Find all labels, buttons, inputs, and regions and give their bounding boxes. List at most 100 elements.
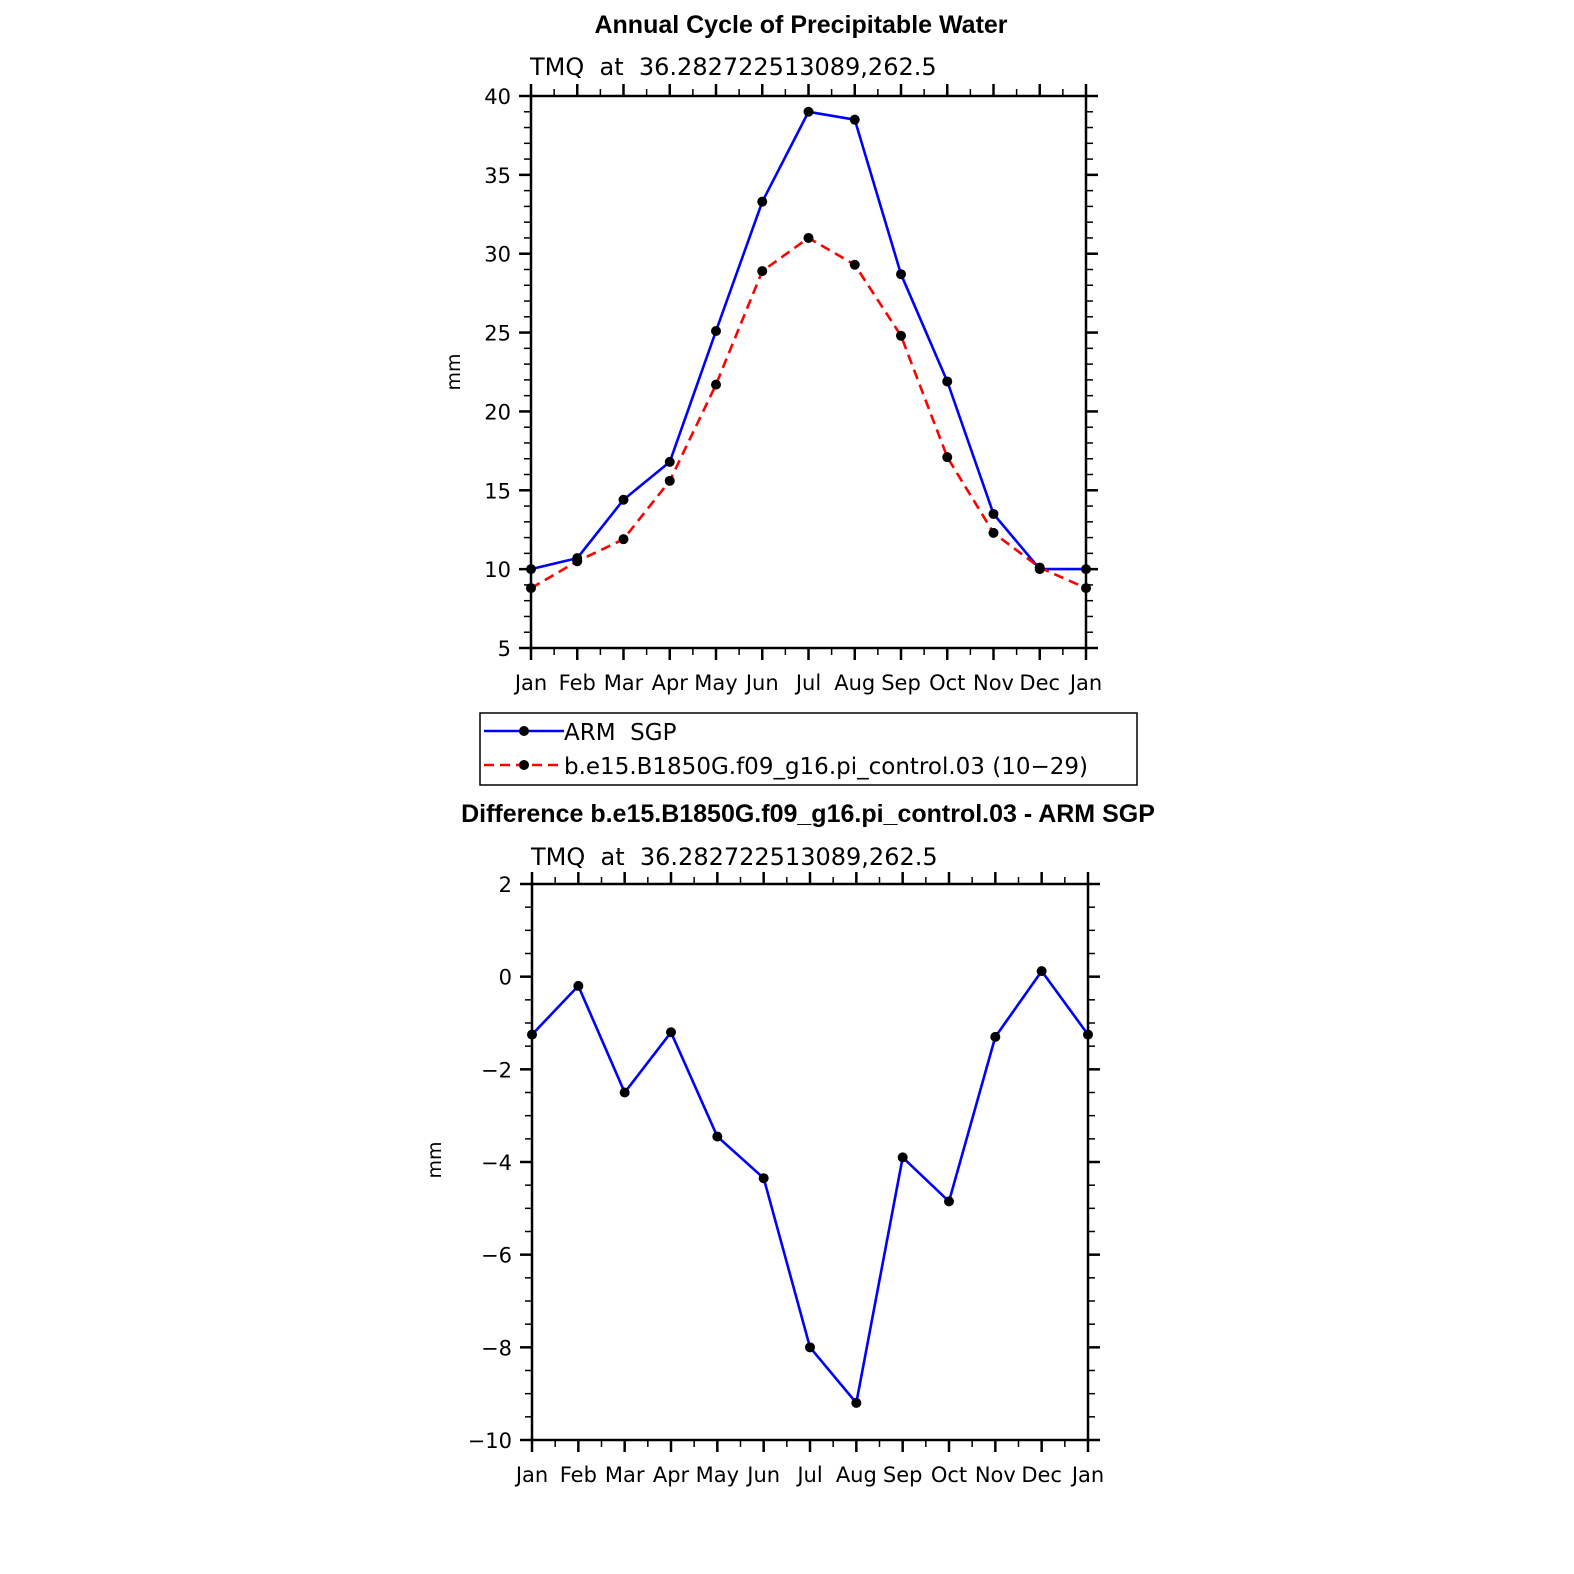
top-series-1-point: [988, 527, 999, 538]
top-series-1-line: [530, 236, 1087, 590]
top-y-tick-label: 15: [484, 479, 511, 503]
top-series-1-point: [896, 330, 906, 341]
top-x-tick-label: May: [694, 671, 737, 695]
bottom-major-ticks: [520, 872, 1100, 1452]
top-series-0-point: [664, 456, 675, 467]
bot-y-tick-label: −6: [481, 1244, 512, 1268]
bot-series-0-point: [712, 1131, 723, 1142]
top-series-0-point: [942, 376, 953, 387]
top-x-tick-labels: Jan Feb Mar Apr May Jun Jul Aug Sep Oct Nov Dec Jan: [513, 671, 1102, 695]
bot-x-tick-label: Nov: [975, 1463, 1016, 1487]
top-series-1-point: [1034, 562, 1045, 573]
bot-y-tick-label: 0: [499, 966, 512, 990]
top-y-tick-labels: 5 10 15 20 25 30 35 40: [484, 85, 511, 661]
top-series-1-point: [711, 379, 721, 390]
bot-series-0-point: [573, 980, 584, 991]
top-chart-title: Annual Cycle of Precipitable Water: [594, 11, 1007, 39]
bot-x-tick-label: Jul: [795, 1463, 822, 1487]
bottom-chart-subtitle: TMQ at 36.282722513089,262.5: [530, 843, 938, 871]
bottom-minor-ticks: [525, 877, 1095, 1447]
bot-series-0-line: [531, 969, 1090, 1405]
bot-series-0-point: [619, 1087, 630, 1098]
bot-x-tick-label: May: [696, 1463, 739, 1487]
top-series-0-point: [711, 325, 721, 336]
top-x-tick-label: Oct: [929, 671, 965, 695]
bottom-y-axis-label: mm: [424, 1141, 446, 1178]
top-y-axis-label: mm: [443, 353, 465, 390]
top-x-tick-label: Aug: [834, 671, 875, 695]
top-y-tick-label: 40: [484, 85, 511, 109]
top-y-tick-label: 30: [484, 243, 511, 267]
bot-x-tick-label: Feb: [560, 1463, 597, 1487]
top-series-0-point: [803, 106, 814, 117]
bottom-x-tick-labels: Jan Feb Mar Apr May Jun Jul Aug Sep Oct Nov Dec Jan: [514, 1463, 1104, 1487]
bot-x-tick-label: Dec: [1021, 1463, 1062, 1487]
top-series-0-line: [530, 110, 1086, 571]
top-series-0-point: [757, 196, 768, 207]
top-major-ticks: [519, 84, 1098, 660]
bot-y-tick-label: −2: [481, 1058, 512, 1082]
bot-series-0-point: [666, 1027, 676, 1038]
bot-series-0-point: [990, 1031, 1001, 1042]
top-x-tick-label: Jun: [744, 671, 779, 695]
top-series-1-point: [757, 266, 768, 277]
bot-series-0-point: [944, 1196, 954, 1207]
top-series-1-point: [803, 232, 814, 243]
top-x-tick-label: Jan: [513, 671, 547, 695]
top-x-tick-label: Jan: [1068, 671, 1102, 695]
bot-series-0-point: [1036, 966, 1047, 977]
top-x-tick-label: Mar: [604, 671, 644, 695]
top-x-tick-label: Dec: [1019, 671, 1060, 695]
bot-x-tick-label: Jun: [745, 1463, 780, 1487]
bottom-series-points: [527, 966, 1093, 1408]
top-y-tick-label: 20: [484, 400, 511, 424]
bot-x-tick-label: Jan: [1070, 1463, 1104, 1487]
legend-label-arm-sgp: ARM SGP: [564, 720, 677, 746]
bot-y-tick-label: −4: [481, 1151, 512, 1175]
bot-x-tick-label: Aug: [836, 1463, 877, 1487]
annual-cycle-panel: Annual Cycle of Precipitable Water TMQ a…: [443, 11, 1102, 695]
bot-x-tick-label: Mar: [605, 1463, 645, 1487]
bottom-chart-title: Difference b.e15.B1850G.f09_g16.pi_contr…: [461, 800, 1155, 828]
bot-y-tick-label: −10: [468, 1429, 512, 1453]
legend: ARM SGP b.e15.B1850G.f09_g16.pi_control.…: [479, 712, 1138, 786]
bot-x-tick-label: Jan: [514, 1463, 548, 1487]
legend-entry-arm-sgp: ARM SGP: [484, 720, 677, 746]
bot-y-tick-label: 2: [499, 873, 512, 897]
bottom-series-lines: [531, 969, 1090, 1405]
bot-series-0-point: [805, 1342, 815, 1353]
top-series-1-point: [849, 259, 860, 270]
legend-marker-arm-sgp: [519, 726, 529, 736]
top-series-1-point: [942, 452, 953, 463]
legend-label-model: b.e15.B1850G.f09_g16.pi_control.03 (10−2…: [564, 754, 1088, 780]
bot-x-tick-label: Apr: [653, 1463, 690, 1487]
bot-series-0-point: [851, 1397, 862, 1408]
top-series-1-point: [664, 475, 675, 486]
bot-series-0-point: [758, 1173, 769, 1184]
bot-x-tick-label: Sep: [883, 1463, 923, 1487]
bottom-plot-frame: [530, 882, 1090, 1442]
top-series-lines: [530, 110, 1087, 590]
top-y-tick-label: 35: [484, 164, 511, 188]
top-x-tick-label: Apr: [652, 671, 689, 695]
top-series-0-point: [896, 269, 906, 280]
top-y-tick-label: 5: [498, 637, 511, 661]
bot-y-tick-label: −8: [481, 1336, 512, 1360]
top-series-0-point: [988, 508, 999, 519]
legend-entry-model: b.e15.B1850G.f09_g16.pi_control.03 (10−2…: [484, 754, 1088, 780]
top-series-points: [526, 106, 1091, 594]
top-minor-ticks: [524, 89, 1093, 655]
bottom-y-tick-labels: −10 −8 −6 −4 −2 0 2: [468, 873, 512, 1453]
bot-series-0-point: [897, 1152, 908, 1163]
top-x-tick-label: Feb: [559, 671, 596, 695]
top-series-1-point: [618, 534, 629, 545]
top-series-0-point: [618, 494, 629, 505]
top-series-0-point: [849, 114, 860, 125]
top-x-tick-label: Nov: [973, 671, 1014, 695]
top-y-tick-label: 25: [484, 322, 511, 346]
top-x-tick-label: Jul: [794, 671, 821, 695]
top-x-tick-label: Sep: [881, 671, 921, 695]
legend-marker-model: [519, 760, 529, 770]
